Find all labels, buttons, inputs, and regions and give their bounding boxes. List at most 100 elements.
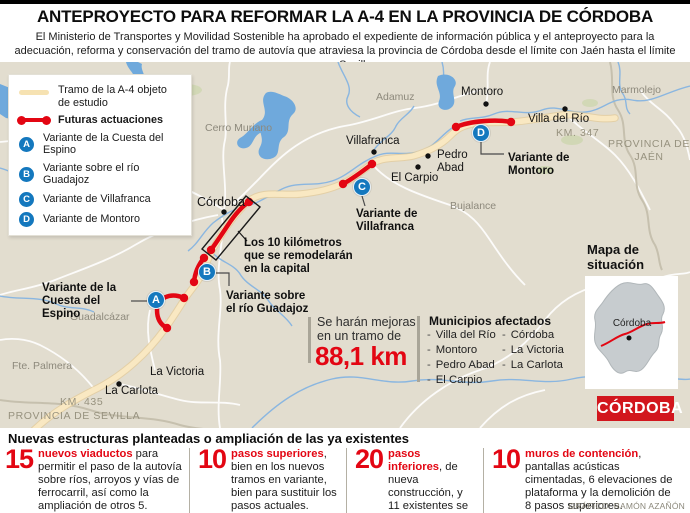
stat-number: 10 — [198, 444, 227, 474]
place-pedro-abad: Pedro Abad — [437, 149, 468, 174]
municipio-item: La Carlota — [502, 358, 564, 373]
legend-futuras-label: Futuras actuaciones — [58, 114, 164, 126]
mejoras-value: 88,1 km — [315, 341, 407, 371]
place-bujalance: Bujalance — [450, 200, 497, 212]
callout-variante-villafranca: Variante de Villafranca — [356, 208, 418, 233]
label-km347: KM. 347 — [556, 127, 600, 139]
stat-body: , bien en los nuevos tramos en variante,… — [231, 448, 337, 512]
place-guadalcazar: Guadalcázar — [70, 311, 130, 323]
municipio-item: Pedro Abad — [427, 358, 496, 373]
place-cordoba: Córdoba — [197, 195, 245, 209]
municipio-item: Montoro — [427, 343, 496, 358]
legend-item-a-label: Variante de la Cuesta del Espino — [43, 131, 164, 157]
legend: Tramo de la A-4 objeto de estudio Futura… — [8, 74, 192, 236]
place-villa-del-rio: Villa del Río — [528, 113, 590, 125]
stat-highlight: nuevos viaductos — [38, 448, 133, 460]
mejoras-divider — [308, 317, 311, 363]
stat-pasos-inferiores: 20 pasos inferiores, de nueva construcci… — [346, 444, 483, 513]
place-marmolejo: Marmolejo — [612, 84, 662, 96]
marker-b-icon: B — [19, 166, 34, 182]
marker-d-icon: D — [19, 211, 34, 227]
map-marker-a: A — [147, 291, 165, 309]
legend-item-d: D Variante de Montoro — [19, 211, 181, 227]
stat-highlight: muros de contención — [525, 448, 639, 460]
stat-text: muros de contención, pantallas acústicas… — [525, 448, 679, 513]
footer-heading: Nuevas estructuras planteadas o ampliaci… — [8, 431, 410, 446]
stat-highlight: pasos superiores — [231, 448, 324, 460]
stat-body: para permitir el paso de la autovía sobr… — [38, 448, 182, 512]
map-marker-c: C — [353, 178, 371, 196]
place-villafranca: Villafranca — [346, 135, 400, 147]
stat-body: , pantallas acústicas cimentadas, 6 elev… — [525, 448, 673, 512]
callout-guadajoz: Variante sobre el río Guadajoz — [226, 290, 309, 315]
legend-item-d-label: Variante de Montoro — [43, 212, 141, 225]
municipio-item: El Carpio — [427, 373, 496, 388]
municipios-col2: Córdoba La Victoria La Carlota — [502, 328, 564, 373]
place-montoro: Montoro — [461, 86, 504, 98]
municipio-item: Villa del Río — [427, 328, 496, 343]
top-rule — [0, 0, 690, 4]
stat-number: 20 — [355, 444, 384, 474]
place-cerro-muriano: Cerro Muriano — [205, 122, 273, 134]
mejoras-intro: Se harán mejoras en un tramo de — [317, 315, 416, 343]
stat-pasos-superiores: 10 pasos superiores, bien en los nuevos … — [189, 444, 346, 513]
municipios-divider — [417, 316, 420, 382]
stat-body: , de nueva construcción, y 11 existentes… — [388, 461, 469, 512]
marker-a-icon: A — [19, 136, 34, 152]
legend-item-b-label: Variante sobre el río Guadajoz — [43, 161, 140, 187]
place-el-carpio: El Carpio — [391, 172, 439, 184]
municipio-item: La Victoria — [502, 343, 564, 358]
municipio-item: Córdoba — [502, 328, 564, 343]
legend-item-b: B Variante sobre el río Guadajoz — [19, 162, 181, 187]
legend-item-a: A Variante de la Cuesta del Espino — [19, 132, 181, 157]
stats-row: 15 nuevos viaductos para permitir el pas… — [5, 444, 686, 513]
legend-item-c-label: Variante de Villafranca — [43, 192, 151, 205]
place-la-victoria: La Victoria — [150, 366, 205, 378]
stat-text: pasos superiores, bien en los nuevos tra… — [231, 448, 339, 513]
label-provincia-sevilla: PROVINCIA DE SEVILLA — [8, 410, 141, 422]
legend-tramo-row: Tramo de la A-4 objeto de estudio — [19, 84, 181, 109]
stat-viaductos: 15 nuevos viaductos para permitir el pas… — [5, 444, 189, 513]
stat-number: 15 — [5, 444, 34, 474]
road-swatch-icon — [19, 90, 49, 95]
legend-futuras-row: Futuras actuaciones — [17, 114, 181, 127]
legend-tramo-label: Tramo de la A-4 objeto de estudio — [58, 84, 167, 109]
map-marker-b: B — [198, 263, 216, 281]
marker-c-icon: C — [19, 191, 34, 207]
callout-capital: Los 10 kilómetros que se remodelarán en … — [244, 237, 353, 275]
a4-route-inset — [600, 321, 666, 347]
place-adamuz: Adamuz — [376, 91, 415, 103]
map: Tramo de la A-4 objeto de estudio Futura… — [0, 62, 690, 428]
footer: Nuevas estructuras planteadas o ampliaci… — [0, 428, 690, 513]
stat-text: pasos inferiores, de nueva construcción,… — [388, 448, 476, 513]
page-title: ANTEPROYECTO PARA REFORMAR LA A-4 EN LA … — [36, 7, 654, 26]
cordoba-newspaper-logo: CÓRDOBA — [597, 396, 683, 421]
place-la-carlota: La Carlota — [105, 385, 159, 397]
stat-text: nuevos viaductos para permitir el paso d… — [38, 448, 182, 513]
situacion-province-label: Córdoba — [612, 318, 652, 329]
capital-highlight-box — [201, 195, 261, 261]
callout-espino: Variante de la Cuesta del Espino — [42, 282, 117, 320]
stat-number: 10 — [492, 444, 521, 474]
stat-highlight: pasos inferiores — [388, 448, 440, 473]
province-boundaries — [0, 62, 663, 428]
situacion-inset-map: Córdoba — [585, 276, 678, 389]
label-provincia-jaen: PROVINCIA DE JAÉN — [608, 138, 690, 163]
municipios-col1: Villa del Río Montoro Pedro Abad El Carp… — [427, 328, 496, 388]
cordoba-province-shape — [593, 282, 665, 374]
map-marker-d: D — [472, 124, 490, 142]
place-fte-palmera: Fte. Palmera — [12, 360, 73, 372]
town-dots — [116, 101, 568, 387]
callout-variante-montoro: Variante de Montoro — [508, 152, 570, 177]
legend-item-c: C Variante de Villafranca — [19, 191, 181, 207]
municipios-title: Municipios afectados — [429, 314, 552, 328]
callout-pointer-lines — [131, 142, 504, 302]
stat-muros: 10 muros de contención, pantallas acústi… — [483, 444, 686, 513]
province-shape-canvas — [593, 282, 666, 374]
situacion-title: Mapa de situación — [587, 242, 645, 272]
cordoba-city-dot — [626, 335, 632, 341]
graphic-credit: GRÁFICO: RAMÓN AZAÑÓN — [568, 501, 685, 511]
label-km435: KM. 435 — [60, 396, 104, 408]
future-works-swatch-icon — [17, 115, 51, 125]
